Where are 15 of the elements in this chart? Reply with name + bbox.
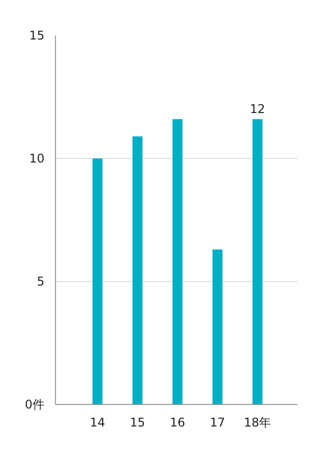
y-tick-label: 5 [36,274,45,288]
x-tick-label: 14 [90,416,106,430]
data-label: 12 [250,102,266,116]
y-tick-label: 0件 [24,398,45,412]
x-tick-label: 16 [170,416,186,430]
x-tick-label: 18年 [244,416,272,430]
x-tick-label: 17 [210,416,226,430]
x-tick-label: 15 [130,416,146,430]
bar [212,250,222,404]
bar [252,119,262,404]
bar [172,119,182,404]
y-tick-label: 10 [29,152,45,166]
bar [92,158,102,404]
bar [132,136,142,404]
y-tick-label: 15 [29,28,45,42]
